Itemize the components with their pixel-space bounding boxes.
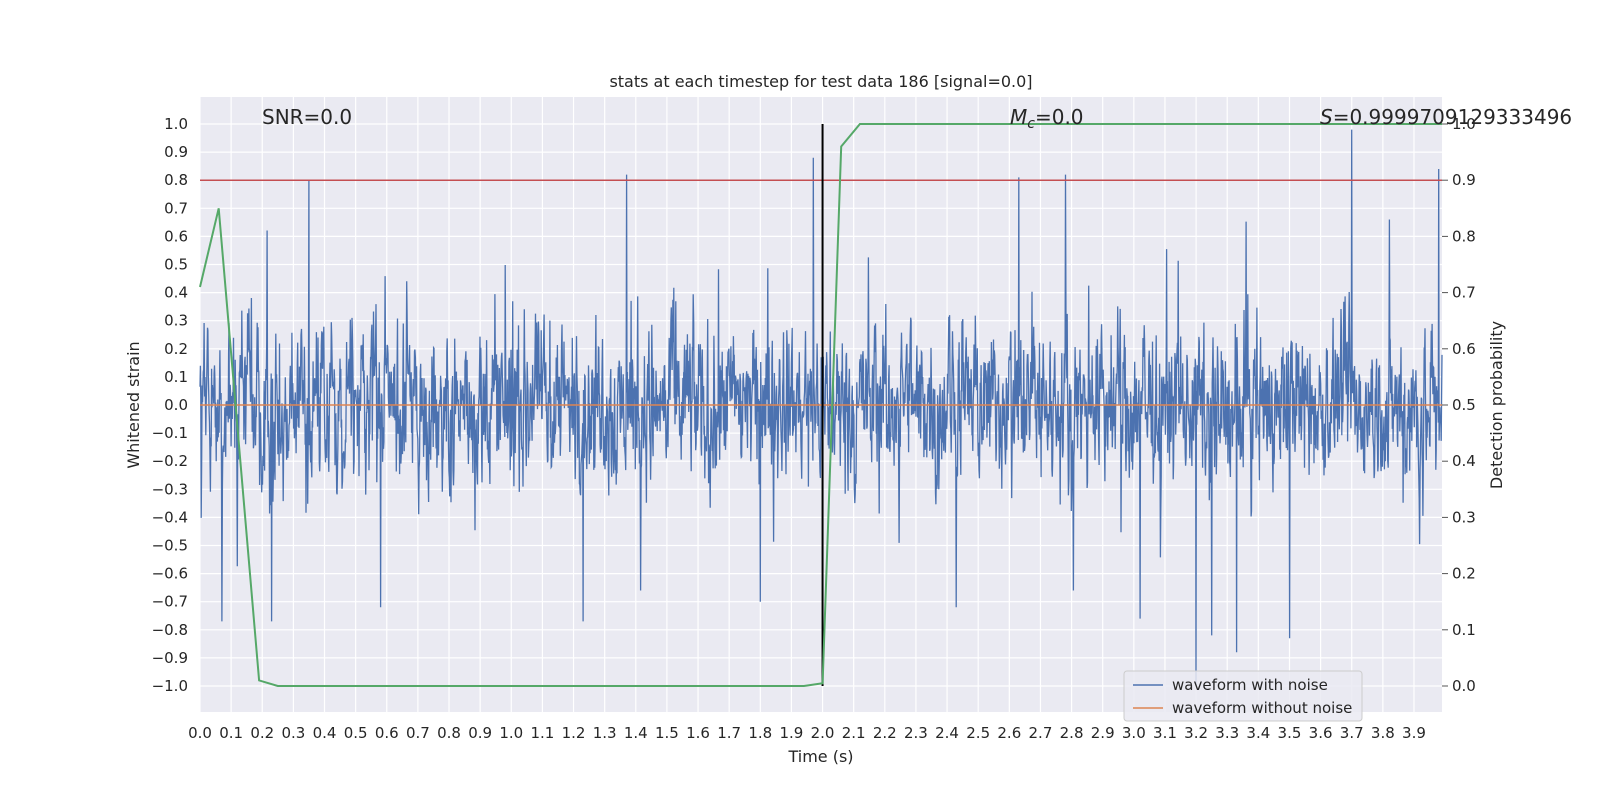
x-tick-label-22: 2.2 [873,724,897,742]
x-tick-label-28: 2.8 [1060,724,1084,742]
y-tick-label-7: 0.3 [164,312,188,330]
x-tick-label-39: 3.9 [1402,724,1426,742]
x-tick-label-2: 0.2 [250,724,274,742]
y-tick-label-18: −0.8 [152,621,188,639]
x-tick-label-34: 3.4 [1246,724,1270,742]
x-tick-label-0: 0.0 [188,724,212,742]
y-tick-label-20: −1.0 [152,677,188,695]
x-tick-label-6: 0.6 [375,724,399,742]
overlay-lines [199,123,1442,687]
x-tick-label-37: 3.7 [1340,724,1364,742]
legend-label-noise: waveform with noise [1172,676,1328,694]
mc-annotation: Mc=0.0 [1010,105,1084,132]
y-tick-label-19: −0.9 [152,649,188,667]
x-tick-label-13: 1.3 [593,724,617,742]
y-tick-label-9: 0.1 [164,368,188,386]
mc-value: =0.0 [1035,105,1084,129]
x-tick-label-24: 2.4 [935,724,959,742]
y-tick-labels: 1.0 0.9 0.8 0.7 0.6 0.5 0.4 0.3 0.2 0.1 0.0 −0.1 −0.… [152,115,188,695]
y-tick-label-5: 0.5 [164,256,188,274]
y-tick-label-0: 1.0 [164,115,188,133]
y2-tick-label-8: 0.2 [1452,565,1476,583]
x-tick-label-32: 3.2 [1184,724,1208,742]
waveform-with-noise-series [199,129,1443,687]
y-tick-label-14: −0.4 [152,508,188,526]
x-tick-label-30: 3.0 [1122,724,1146,742]
snr-annotation: SNR=0.0 [262,105,352,129]
y-axis-label: Whitened strain [124,341,143,468]
y-tick-label-12: −0.2 [152,452,188,470]
y2-tick-label-5: 0.5 [1452,396,1476,414]
y-tick-label-2: 0.8 [164,171,188,189]
y2-tick-label-1: 0.9 [1452,171,1476,189]
x-tick-label-38: 3.8 [1371,724,1395,742]
y2-axis-label: Detection probability [1487,321,1506,489]
detection-probability-line [199,123,1442,687]
x-tick-label-27: 2.7 [1029,724,1053,742]
mc-symbol: M [1010,105,1027,129]
y-tick-label-1: 0.9 [164,143,188,161]
x-tick-label-11: 1.1 [530,724,554,742]
legend: waveform with noise waveform without noi… [1123,670,1363,722]
x-tick-label-26: 2.6 [997,724,1021,742]
x-tick-label-1: 0.1 [219,724,243,742]
x-tick-labels: 0.0 0.1 0.2 0.3 0.4 0.5 0.6 0.7 0.8 0.9 1.0 1.1 1.2 1… [188,724,1426,742]
y2-tick-label-9: 0.1 [1452,621,1476,639]
x-tick-label-18: 1.8 [748,724,772,742]
x-tick-label-4: 0.4 [313,724,337,742]
x-tick-label-36: 3.6 [1309,724,1333,742]
x-tick-label-33: 3.3 [1215,724,1239,742]
x-tick-label-35: 3.5 [1278,724,1302,742]
y-tick-label-11: −0.1 [152,424,188,442]
y2-tick-label-6: 0.4 [1452,452,1476,470]
y-tick-label-6: 0.4 [164,284,188,302]
waveform-with-noise-line [199,129,1443,687]
y2-tick-label-0: 1.0 [1452,115,1476,133]
x-tick-label-9: 0.9 [468,724,492,742]
x-tick-label-8: 0.8 [437,724,461,742]
x-tick-label-19: 1.9 [779,724,803,742]
x-tick-label-29: 2.9 [1091,724,1115,742]
y2-tick-label-4: 0.6 [1452,340,1476,358]
x-tick-label-10: 1.0 [499,724,523,742]
x-tick-label-5: 0.5 [344,724,368,742]
x-tick-label-25: 2.5 [966,724,990,742]
y-tick-label-3: 0.7 [164,199,188,217]
y-tick-label-15: −0.5 [152,537,188,555]
x-tick-label-14: 1.4 [624,724,648,742]
x-tick-label-16: 1.6 [686,724,710,742]
legend-box [1123,670,1363,722]
s-value: =0.9999709129333496 [1333,105,1572,129]
x-tick-label-15: 1.5 [655,724,679,742]
y2-tick-label-7: 0.3 [1452,508,1476,526]
y2-tick-label-10: 0.0 [1452,677,1476,695]
y-tick-label-8: 0.2 [164,340,188,358]
chart-title: stats at each timestep for test data 186… [609,72,1032,91]
x-tick-label-21: 2.1 [842,724,866,742]
x-tick-label-23: 2.3 [904,724,928,742]
y2-tick-label-3: 0.7 [1452,284,1476,302]
s-symbol: S [1320,105,1333,129]
x-tick-label-20: 2.0 [811,724,835,742]
x-axis-label: Time (s) [787,747,853,766]
x-tick-label-3: 0.3 [281,724,305,742]
legend-label-clean: waveform without noise [1172,699,1352,717]
y-tick-label-13: −0.3 [152,480,188,498]
x-tick-label-12: 1.2 [562,724,586,742]
s-annotation: S=0.9999709129333496 [1320,105,1572,129]
y-tick-label-17: −0.7 [152,593,188,611]
y2-tick-labels: 1.0 0.9 0.8 0.7 0.6 0.5 0.4 0.3 0.2 0.1 0.0 [1442,115,1476,695]
x-tick-label-17: 1.7 [717,724,741,742]
x-tick-label-7: 0.7 [406,724,430,742]
y-tick-label-4: 0.6 [164,227,188,245]
y2-tick-label-2: 0.8 [1452,227,1476,245]
mc-subscript: c [1027,116,1035,132]
x-tick-label-31: 3.1 [1153,724,1177,742]
y-tick-label-10: 0.0 [164,396,188,414]
y-tick-label-16: −0.6 [152,565,188,583]
